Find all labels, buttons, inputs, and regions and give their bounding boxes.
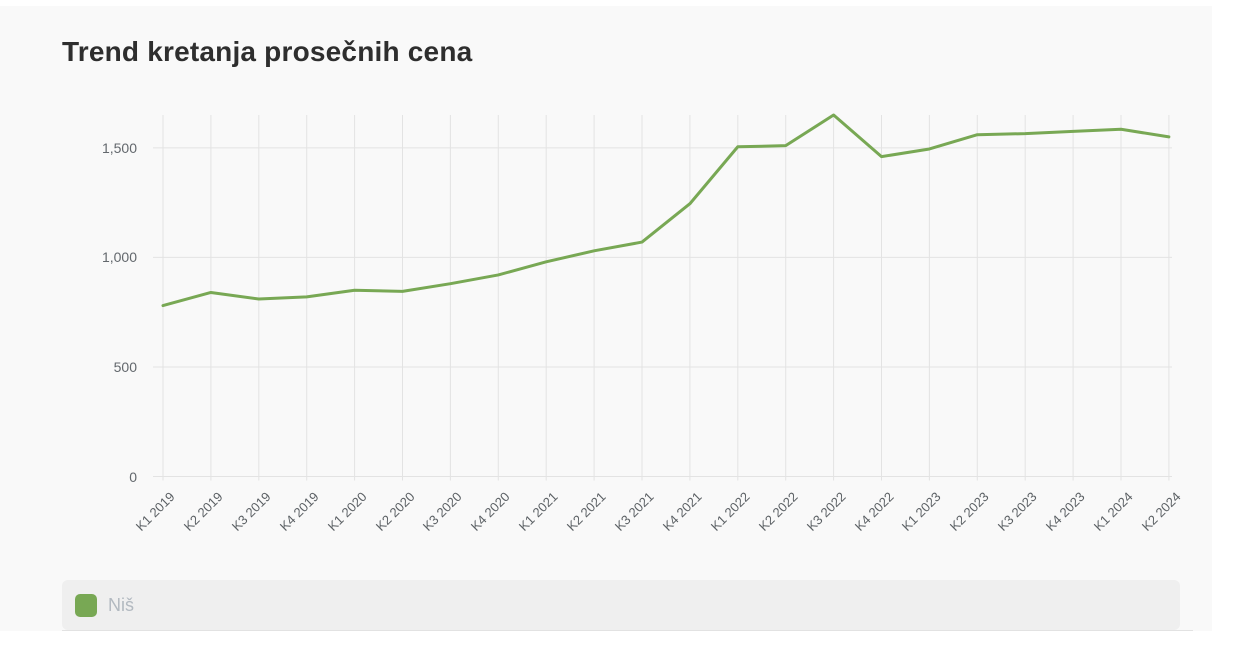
legend-item-nis[interactable]: Niš <box>62 580 1180 630</box>
y-tick-label: 0 <box>129 468 137 485</box>
legend-swatch-icon <box>75 593 97 617</box>
nis-price-line <box>161 113 1171 308</box>
legend-label: Niš <box>108 594 134 615</box>
y-tick-label: 1,000 <box>101 249 137 266</box>
chart-title: Trend kretanja prosečnih cena <box>62 36 473 67</box>
y-tick-label: 500 <box>113 358 137 375</box>
bottom-divider <box>62 630 1193 631</box>
y-tick-label: 1,500 <box>101 139 137 156</box>
chart-card <box>0 6 1212 631</box>
